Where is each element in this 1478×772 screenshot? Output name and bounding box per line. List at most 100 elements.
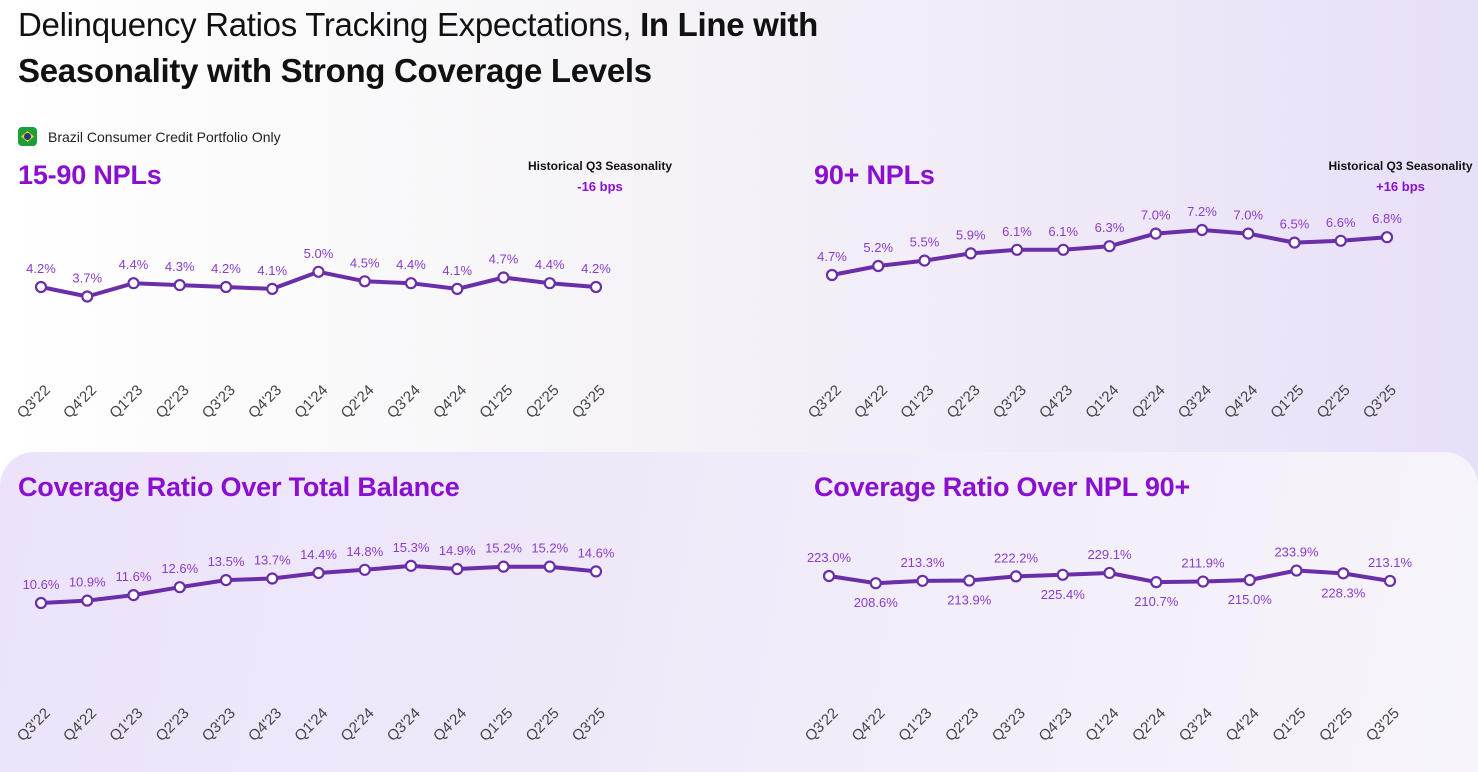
x-tick-label: Q2'23 — [153, 382, 193, 422]
data-point — [822, 569, 836, 583]
data-point — [404, 277, 418, 290]
data-point — [497, 271, 510, 284]
data-label: 210.7% — [1134, 594, 1179, 609]
x-tick-label: Q3'23 — [199, 705, 239, 745]
data-label: 6.8% — [1372, 211, 1402, 226]
page-title-bold: In Line with Seasonality with Strong Cov… — [18, 6, 818, 89]
x-tick-label: Q4'22 — [851, 382, 891, 422]
x-tick-label: Q4'23 — [245, 382, 285, 422]
data-point — [358, 275, 371, 288]
data-label: 14.4% — [300, 547, 337, 562]
data-label: 4.2% — [581, 261, 611, 276]
x-tick-label: Q4'24 — [430, 382, 470, 422]
data-label: 7.0% — [1141, 208, 1171, 223]
data-label: 5.0% — [304, 246, 334, 261]
data-point — [1057, 243, 1070, 256]
data-point — [404, 559, 418, 572]
data-point — [127, 277, 140, 290]
data-point — [1242, 227, 1255, 240]
data-point — [266, 572, 279, 585]
x-tick-label: Q3'25 — [569, 382, 609, 422]
data-label: 233.9% — [1274, 545, 1319, 560]
x-tick-label: Q3'24 — [384, 382, 424, 422]
data-point — [1337, 567, 1350, 580]
data-point — [589, 280, 603, 294]
data-point — [1243, 573, 1256, 587]
data-label: 7.2% — [1187, 204, 1217, 219]
x-tick-label: Q2'25 — [523, 382, 563, 422]
data-point — [543, 560, 556, 573]
x-tick-label: Q2'23 — [942, 705, 982, 745]
data-point — [916, 574, 929, 587]
data-label: 213.9% — [947, 593, 992, 608]
x-tick-label: Q3'24 — [1176, 705, 1216, 745]
data-label: 7.0% — [1233, 208, 1263, 223]
data-label: 14.6% — [578, 545, 615, 560]
data-label: 5.2% — [863, 240, 893, 255]
data-point — [1103, 240, 1116, 253]
chart-title-npl-90-plus: 90+ NPLs — [814, 160, 935, 190]
data-label: 6.1% — [1002, 224, 1032, 239]
data-label: 14.9% — [439, 543, 476, 558]
data-label: 215.0% — [1228, 592, 1273, 607]
data-label: 228.3% — [1321, 585, 1366, 600]
chart-title-npl-15-90: 15-90 NPLs — [18, 160, 162, 190]
page-title-regular: Delinquency Ratios Tracking Expectations… — [18, 6, 641, 43]
data-label: 3.7% — [72, 271, 102, 286]
data-point — [1149, 227, 1162, 240]
x-tick-label: Q2'24 — [338, 705, 378, 745]
x-tick-label: Q4'24 — [1223, 705, 1263, 745]
data-point — [964, 247, 977, 260]
data-label: 6.3% — [1095, 220, 1125, 235]
data-point — [589, 565, 603, 578]
data-point — [81, 290, 94, 303]
data-point — [219, 573, 233, 587]
data-label: 15.2% — [485, 541, 522, 556]
data-point — [1196, 575, 1210, 588]
seasonality-annotation-npl-15-90: Historical Q3 Seasonality -16 bps — [520, 159, 680, 194]
data-label: 4.5% — [350, 255, 380, 270]
x-tick-label: Q1'24 — [291, 705, 331, 745]
data-label: 213.1% — [1368, 555, 1413, 570]
x-tick-label: Q1'23 — [106, 705, 146, 745]
data-label: 13.7% — [254, 553, 291, 568]
x-tick-label: Q4'22 — [849, 705, 889, 745]
data-point — [963, 574, 976, 587]
x-tick-label: Q1'25 — [1267, 382, 1307, 422]
data-point — [34, 280, 48, 294]
x-tick-label: Q3'22 — [805, 382, 845, 422]
data-label: 5.9% — [956, 227, 986, 242]
data-label: 223.0% — [807, 550, 852, 565]
seasonality-label: Historical Q3 Seasonality — [527, 159, 673, 173]
data-label: 4.7% — [489, 252, 519, 267]
data-point — [266, 282, 279, 295]
portfolio-scope: Brazil Consumer Credit Portfolio Only — [18, 127, 281, 146]
x-tick-label: Q3'25 — [569, 705, 609, 745]
data-point — [1383, 574, 1397, 588]
x-tick-label: Q1'24 — [1082, 705, 1122, 745]
x-tick-label: Q1'25 — [1269, 705, 1309, 745]
data-label: 222.2% — [994, 550, 1039, 565]
data-point — [1009, 570, 1023, 583]
data-label: 6.1% — [1048, 224, 1078, 239]
data-label: 4.2% — [26, 261, 56, 276]
chart-npl-15-90: 4.2% Q3'22 3.7% Q4'22 4.4% Q1'23 4.3% Q2'23 4.2%… — [14, 246, 611, 422]
x-tick-label: Q1'25 — [476, 705, 516, 745]
x-tick-label: Q4'24 — [430, 705, 470, 745]
x-tick-label: Q3'24 — [384, 705, 424, 745]
data-label: 12.6% — [161, 561, 198, 576]
x-tick-label: Q4'23 — [245, 705, 285, 745]
x-tick-label: Q2'24 — [338, 382, 378, 422]
data-point — [451, 282, 464, 295]
portfolio-scope-label: Brazil Consumer Credit Portfolio Only — [48, 128, 281, 145]
data-point — [219, 280, 233, 294]
data-label: 208.6% — [854, 595, 899, 610]
x-tick-label: Q4'23 — [1036, 705, 1076, 745]
data-point — [451, 562, 464, 576]
bottom-panel — [0, 452, 1478, 772]
seasonality-annotation-npl-90-plus: Historical Q3 Seasonality +16 bps — [1318, 159, 1478, 194]
data-point — [918, 254, 931, 267]
data-point — [173, 581, 186, 594]
x-tick-label: Q2'25 — [523, 705, 563, 745]
data-point — [1150, 576, 1163, 589]
